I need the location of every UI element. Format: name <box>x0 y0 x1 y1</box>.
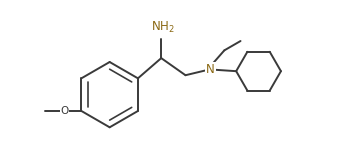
Text: O: O <box>60 106 68 116</box>
Text: N: N <box>206 63 215 76</box>
Text: NH$_2$: NH$_2$ <box>151 20 175 35</box>
